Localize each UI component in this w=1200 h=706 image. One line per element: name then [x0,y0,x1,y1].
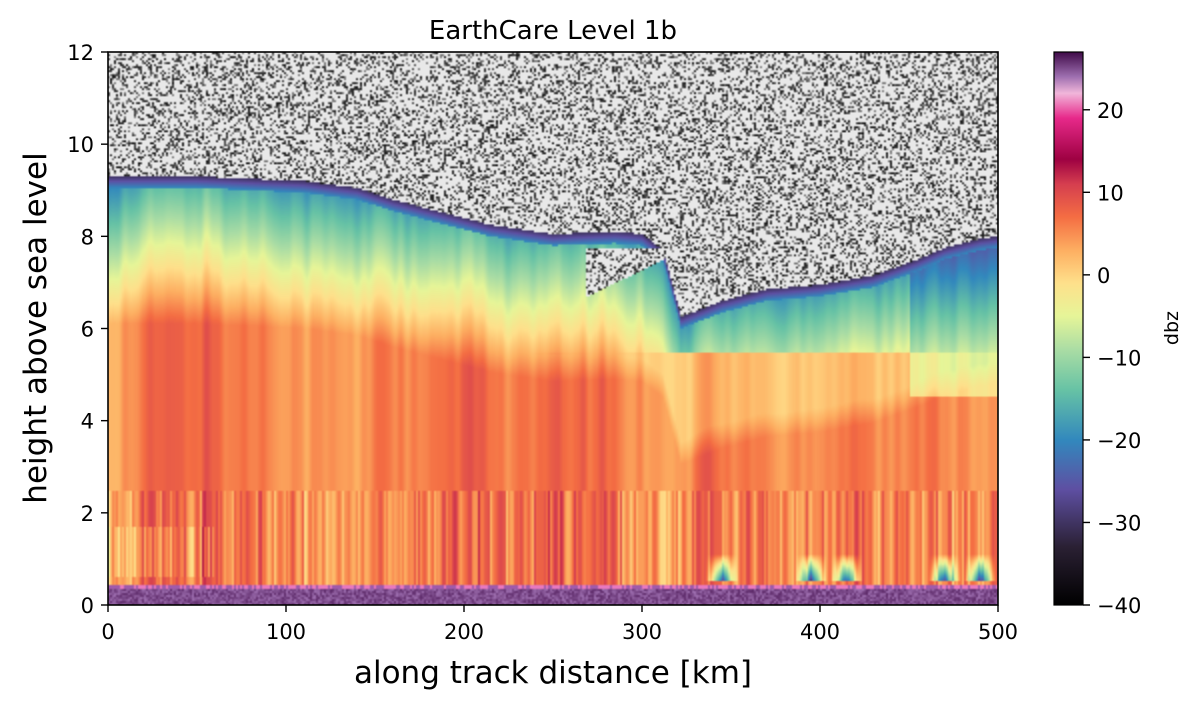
y-tick-label: 2 [81,502,94,526]
colorbar-tick-label: 0 [1097,264,1110,288]
colorbar-tick-label: −30 [1097,511,1141,535]
colorbar [1053,51,1084,606]
x-tick-label: 400 [800,620,840,644]
x-tick-label: 300 [622,620,662,644]
colorbar-tick-label: −10 [1097,346,1141,370]
y-tick-label: 12 [67,41,94,65]
x-tick-label: 0 [101,620,114,644]
colorbar-tick-label: −40 [1097,594,1141,618]
colorbar-tick-label: 20 [1097,99,1124,123]
heatmap-plot-area [108,52,998,605]
y-tick-label: 10 [67,133,94,157]
y-tick-label: 4 [81,410,94,434]
y-tick-label: 6 [81,318,94,342]
x-tick-label: 500 [978,620,1018,644]
colorbar-ticks: −40 −30 −20 −10 0 10 20 [1083,99,1141,618]
y-axis-ticks: 0 2 4 6 8 10 12 [67,41,108,618]
colorbar-label: dbz [1161,311,1183,345]
y-tick-label: 8 [81,225,94,249]
colorbar-tick-label: 10 [1097,181,1124,205]
y-tick-label: 0 [81,594,94,618]
x-axis-ticks: 0 100 200 300 400 500 [101,605,1018,644]
heatmap-image [108,52,998,605]
colorbar-tick-label: −20 [1097,429,1141,453]
y-axis-label: height above sea level [18,152,54,503]
x-tick-label: 200 [444,620,484,644]
chart-title: EarthCare Level 1b [429,16,677,46]
x-tick-label: 100 [266,620,306,644]
x-axis-label: along track distance [km] [354,655,752,691]
